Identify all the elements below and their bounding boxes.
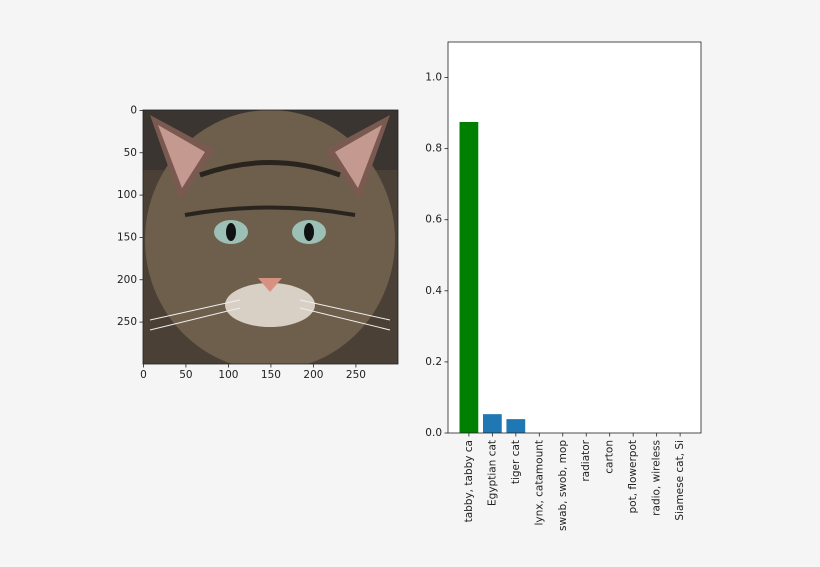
x-tick-label: radio, wireless (651, 440, 663, 516)
axes-frame (142, 109, 399, 365)
x-tick-label: Siamese cat, Si (674, 440, 686, 521)
y-tick-label: 0.6 (425, 214, 442, 226)
y-tick-label: 250 (117, 316, 137, 328)
y-tick-label: 0 (130, 104, 137, 116)
y-tick-label: 150 (117, 231, 137, 243)
x-tick-label: lynx, catamount (533, 440, 545, 526)
x-tick-label: carton (604, 440, 616, 474)
y-tick-label: 50 (124, 147, 137, 159)
x-tick-label: pot, flowerpot (627, 440, 639, 514)
y-tick-label: 0.4 (425, 285, 442, 297)
x-tick-label: 200 (303, 369, 323, 381)
x-tick-label: 50 (179, 369, 192, 381)
x-tick-label: swab, swob, mop (557, 440, 569, 531)
axes-frame (447, 41, 702, 434)
axes-background (448, 42, 701, 433)
x-tick-label: tiger cat (510, 440, 522, 484)
y-tick-label: 0.8 (425, 143, 442, 155)
bar (459, 121, 479, 434)
x-tick-label: 100 (218, 369, 238, 381)
bar (482, 414, 502, 433)
x-tick-label: tabby, tabby ca (463, 440, 475, 522)
x-tick-label: 150 (261, 369, 281, 381)
x-tick-label: 0 (140, 369, 147, 381)
cat-image (143, 110, 398, 364)
y-tick-label: 100 (117, 189, 137, 201)
y-tick-label: 0.0 (425, 427, 442, 439)
bar (506, 419, 526, 433)
x-tick-label: Egyptian cat (486, 440, 498, 506)
x-tick-label: radiator (580, 439, 592, 481)
y-tick-label: 200 (117, 274, 137, 286)
y-tick-label: 0.2 (425, 356, 442, 368)
y-tick-label: 1.0 (425, 72, 442, 84)
x-tick-label: 250 (346, 369, 366, 381)
